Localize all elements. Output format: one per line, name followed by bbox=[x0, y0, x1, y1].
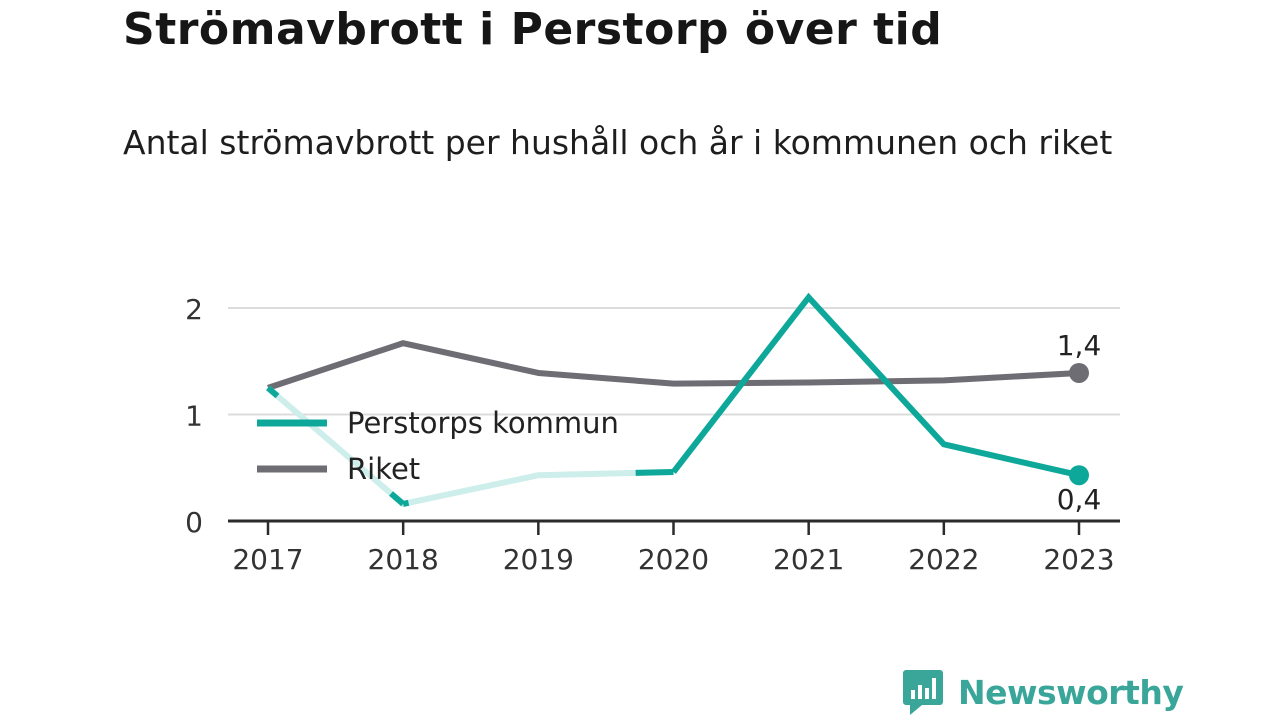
end-point-perstorp bbox=[1069, 465, 1089, 486]
series-line-perstorp-faded bbox=[266, 385, 674, 507]
series-accent-perstorp bbox=[402, 499, 410, 507]
brand-logo: Newsworthy bbox=[902, 668, 1184, 716]
y-tick-label: 2 bbox=[185, 293, 203, 326]
series-accent-perstorp bbox=[389, 491, 406, 507]
chart-subtitle: Antal strömavbrott per hushåll och år i … bbox=[123, 123, 1113, 162]
end-label-riket: 1,4 bbox=[1057, 329, 1102, 362]
series-line-perstorp bbox=[671, 292, 1080, 479]
end-point-riket bbox=[1069, 362, 1089, 383]
x-tick-label: 2019 bbox=[503, 543, 574, 576]
legend-label: Perstorps kommun bbox=[347, 406, 619, 440]
chart-title: Strömavbrott i Perstorp över tid bbox=[123, 4, 943, 55]
series-accent-perstorp bbox=[266, 385, 280, 399]
series-accent-perstorp bbox=[635, 469, 674, 476]
x-tick-label: 2021 bbox=[773, 543, 844, 576]
y-tick-label: 1 bbox=[185, 400, 203, 433]
end-label-perstorp: 0,4 bbox=[1057, 483, 1102, 516]
brand-name: Newsworthy bbox=[958, 672, 1184, 712]
y-tick-label: 0 bbox=[185, 506, 203, 539]
x-tick-label: 2023 bbox=[1043, 543, 1114, 576]
series-line-riket bbox=[267, 340, 1080, 391]
x-tick-label: 2020 bbox=[638, 543, 709, 576]
bar-chart-speech-bubble-icon bbox=[903, 670, 943, 715]
x-tick-label: 2018 bbox=[368, 543, 439, 576]
x-tick-label: 2017 bbox=[232, 543, 303, 576]
x-tick-label: 2022 bbox=[908, 543, 979, 576]
legend-label: Riket bbox=[347, 452, 420, 486]
